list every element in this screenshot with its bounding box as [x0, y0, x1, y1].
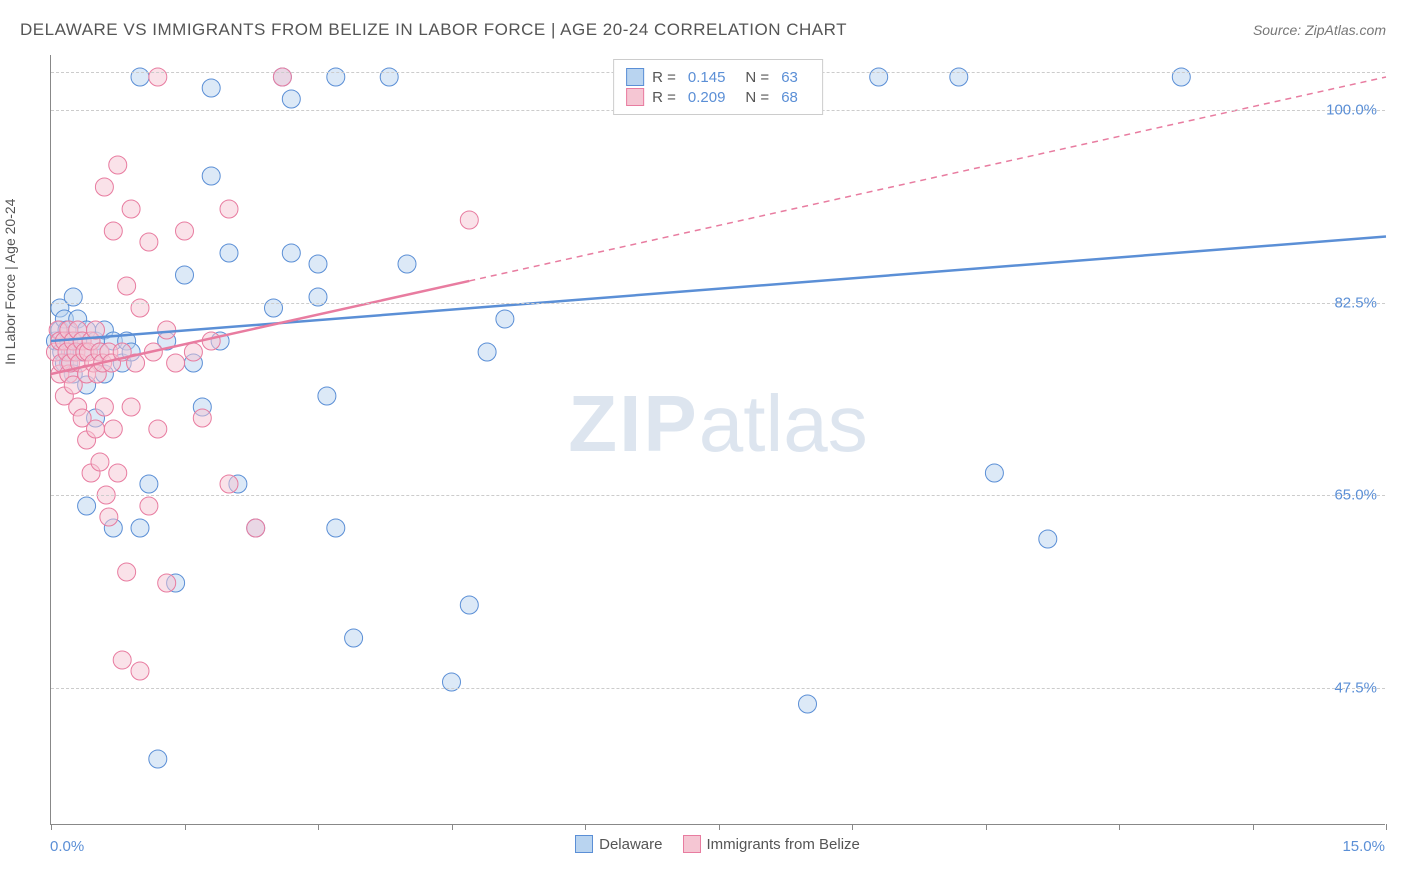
data-point	[95, 178, 113, 196]
data-point	[140, 475, 158, 493]
x-tick	[852, 824, 853, 830]
data-point	[1039, 530, 1057, 548]
data-point	[104, 420, 122, 438]
data-point	[100, 508, 118, 526]
trend-line	[51, 237, 1386, 342]
legend-item: Immigrants from Belize	[683, 835, 860, 853]
legend-item: Delaware	[575, 835, 662, 853]
x-tick	[986, 824, 987, 830]
y-tick-label: 47.5%	[1334, 679, 1377, 696]
data-point	[282, 90, 300, 108]
y-tick-label: 82.5%	[1334, 294, 1377, 311]
data-point	[220, 475, 238, 493]
trend-line-dashed	[469, 77, 1386, 281]
data-point	[122, 200, 140, 218]
chart-svg	[51, 55, 1385, 824]
data-point	[309, 255, 327, 273]
data-point	[327, 519, 345, 537]
data-point	[202, 167, 220, 185]
x-tick	[1253, 824, 1254, 830]
legend-row: R = 0.209 N = 68	[626, 88, 810, 106]
data-point	[118, 277, 136, 295]
data-point	[149, 420, 167, 438]
x-tick	[719, 824, 720, 830]
data-point	[184, 343, 202, 361]
y-axis-title: In Labor Force | Age 20-24	[2, 199, 18, 365]
data-point	[282, 244, 300, 262]
gridline	[51, 303, 1385, 304]
legend-correlation: R = 0.145 N = 63 R = 0.209 N = 68	[613, 59, 823, 115]
x-tick	[1386, 824, 1387, 830]
legend-swatch	[683, 835, 701, 853]
y-tick-label: 100.0%	[1326, 102, 1377, 119]
data-point	[122, 398, 140, 416]
data-point	[131, 662, 149, 680]
data-point	[140, 497, 158, 515]
plot-area: ZIPatlas R =0.145N =63R =0.209N =68 47.5…	[50, 55, 1385, 825]
data-point	[109, 464, 127, 482]
data-point	[158, 321, 176, 339]
data-point	[109, 156, 127, 174]
data-point	[220, 244, 238, 262]
data-point	[104, 222, 122, 240]
legend-label: Immigrants from Belize	[707, 836, 860, 853]
legend-r-label: R =	[652, 89, 676, 106]
gridline	[51, 495, 1385, 496]
data-point	[176, 222, 194, 240]
y-tick-label: 65.0%	[1334, 487, 1377, 504]
data-point	[91, 453, 109, 471]
legend-row: R = 0.145 N = 63	[626, 68, 810, 86]
legend-series: Delaware Immigrants from Belize	[50, 835, 1385, 857]
legend-n-value: 63	[781, 69, 798, 86]
x-tick	[585, 824, 586, 830]
chart-title: DELAWARE VS IMMIGRANTS FROM BELIZE IN LA…	[20, 20, 847, 40]
legend-r-value: 0.145	[688, 69, 726, 86]
legend-swatch	[575, 835, 593, 853]
data-point	[87, 420, 105, 438]
data-point	[176, 266, 194, 284]
x-tick	[318, 824, 319, 830]
data-point	[478, 343, 496, 361]
legend-label: Delaware	[599, 836, 662, 853]
data-point	[131, 519, 149, 537]
data-point	[118, 563, 136, 581]
legend-r-value: 0.209	[688, 89, 726, 106]
x-tick	[51, 824, 52, 830]
legend-r-label: R =	[652, 69, 676, 86]
legend-swatch	[626, 68, 644, 86]
data-point	[398, 255, 416, 273]
data-point	[140, 233, 158, 251]
data-point	[318, 387, 336, 405]
gridline	[51, 688, 1385, 689]
data-point	[78, 497, 96, 515]
data-point	[985, 464, 1003, 482]
data-point	[167, 354, 185, 372]
data-point	[158, 574, 176, 592]
legend-swatch	[626, 88, 644, 106]
legend-n-value: 68	[781, 89, 798, 106]
data-point	[345, 629, 363, 647]
legend-n-label: N =	[745, 89, 769, 106]
data-point	[460, 211, 478, 229]
legend-n-label: N =	[745, 69, 769, 86]
data-point	[202, 79, 220, 97]
data-point	[799, 695, 817, 713]
data-point	[496, 310, 514, 328]
data-point	[95, 398, 113, 416]
x-tick	[452, 824, 453, 830]
data-point	[247, 519, 265, 537]
data-point	[113, 651, 131, 669]
x-tick	[185, 824, 186, 830]
x-tick	[1119, 824, 1120, 830]
data-point	[220, 200, 238, 218]
source-label: Source: ZipAtlas.com	[1253, 22, 1386, 38]
data-point	[149, 750, 167, 768]
trend-line	[51, 281, 469, 374]
data-point	[193, 409, 211, 427]
data-point	[460, 596, 478, 614]
